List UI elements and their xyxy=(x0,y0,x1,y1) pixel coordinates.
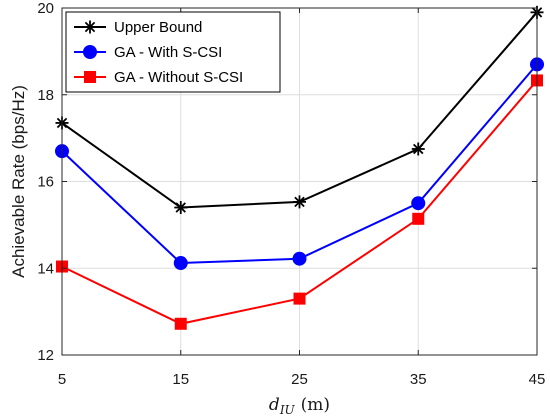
x-tick-label: 45 xyxy=(529,371,546,388)
series-point-square xyxy=(84,71,96,83)
asterisk-stroke xyxy=(294,196,305,208)
y-tick-label: 18 xyxy=(37,87,54,104)
tick-marks xyxy=(61,7,538,356)
y-tick-label: 12 xyxy=(37,347,54,364)
asterisk-stroke xyxy=(175,202,186,213)
x-tick-label: 5 xyxy=(58,371,66,388)
series-point-asterisk xyxy=(293,195,306,209)
series-point-square xyxy=(174,317,187,330)
series-point-circle xyxy=(83,45,97,59)
x-tick-label: 35 xyxy=(410,371,427,388)
series-point-asterisk xyxy=(174,201,188,215)
x-axis-subscript: IU xyxy=(279,403,296,417)
series-layer xyxy=(55,5,544,330)
tick-labels: 5 15 25 35 45 12 14 16 18 20 xyxy=(37,0,545,388)
x-axis-title: dIU (m) xyxy=(269,395,330,417)
y-axis-title: Achievable Rate (bps/Hz) xyxy=(9,85,28,278)
series-point-square xyxy=(293,292,306,305)
series-point-square xyxy=(412,212,425,225)
x-axis-symbol: d xyxy=(269,395,280,415)
legend-entry-label: Upper Bound xyxy=(114,19,202,36)
legend-entry-label: GA - Without S-CSI xyxy=(114,69,243,86)
series-point-circle xyxy=(292,251,307,266)
series-point-asterisk xyxy=(411,142,425,156)
y-tick-label: 14 xyxy=(37,260,54,277)
x-axis-unit: (m) xyxy=(301,395,330,415)
asterisk-stroke xyxy=(84,21,96,33)
legend-entry-label: GA - With S-CSI xyxy=(114,44,222,61)
series-point-circle xyxy=(173,256,188,271)
series-point-asterisk xyxy=(83,20,97,34)
y-tick-label: 20 xyxy=(37,0,54,17)
y-tick-label: 16 xyxy=(37,174,54,191)
asterisk-stroke xyxy=(413,143,424,155)
legend: Upper Bound GA - With S-CSI GA - Without S… xyxy=(65,11,281,93)
series-point-circle xyxy=(411,196,426,211)
x-tick-label: 15 xyxy=(172,371,189,388)
x-tick-label: 25 xyxy=(291,371,308,388)
